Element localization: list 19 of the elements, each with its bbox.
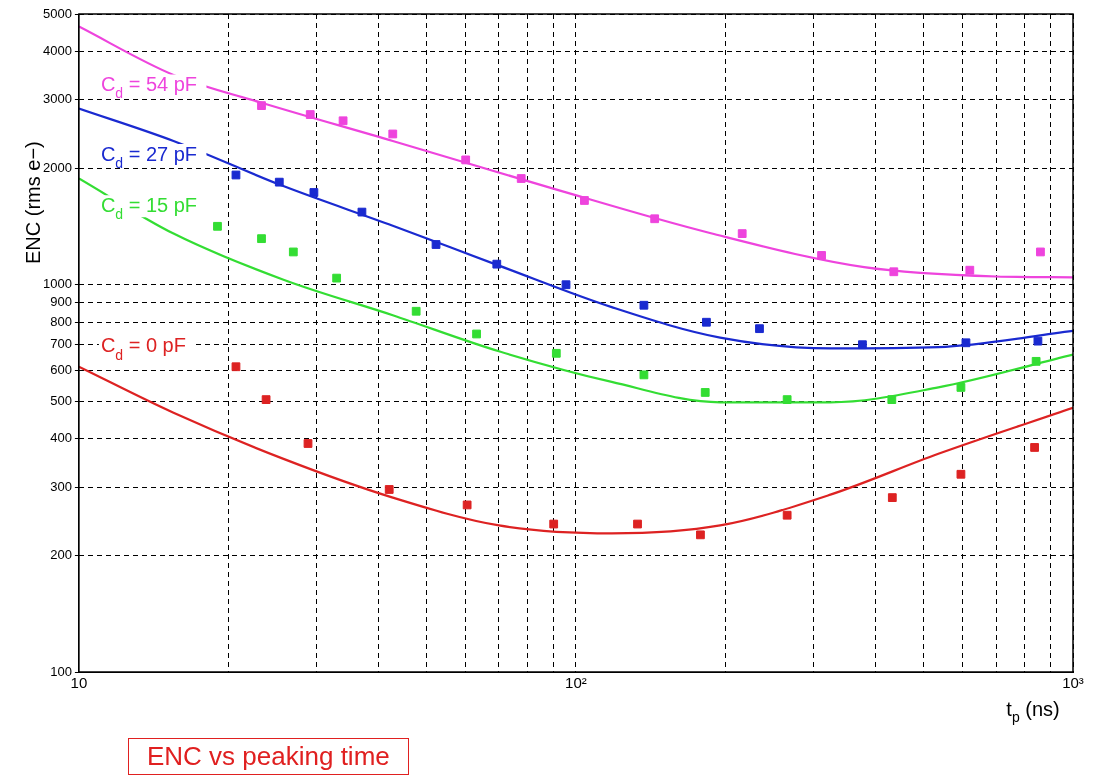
y-tick-label: 100: [50, 663, 72, 679]
y-tick-label: 4000: [43, 43, 72, 59]
x-tick-label: 10: [70, 674, 88, 692]
text: ENC vs peaking time: [128, 738, 409, 775]
y-tick-label: 5000: [43, 5, 72, 21]
y-tick-label: 3000: [43, 91, 72, 107]
y-tick-label: 800: [50, 313, 72, 329]
y-tick-label: 400: [50, 430, 72, 446]
y-tick-label: 500: [50, 392, 72, 408]
y-tick-label: 1000: [43, 276, 72, 292]
y-tick-label: 600: [50, 362, 72, 378]
y-tick-label: 900: [50, 294, 72, 310]
x-tick-label: 10²: [565, 674, 587, 692]
y-tick-label: 300: [50, 478, 72, 494]
y-tick-label: 700: [50, 336, 72, 352]
y-tick-label: 200: [50, 546, 72, 562]
x-tick-label: 10³: [1062, 674, 1084, 692]
y-tick-label: 2000: [43, 159, 72, 175]
y-axis-title: ENC (rms e−): [22, 141, 44, 264]
